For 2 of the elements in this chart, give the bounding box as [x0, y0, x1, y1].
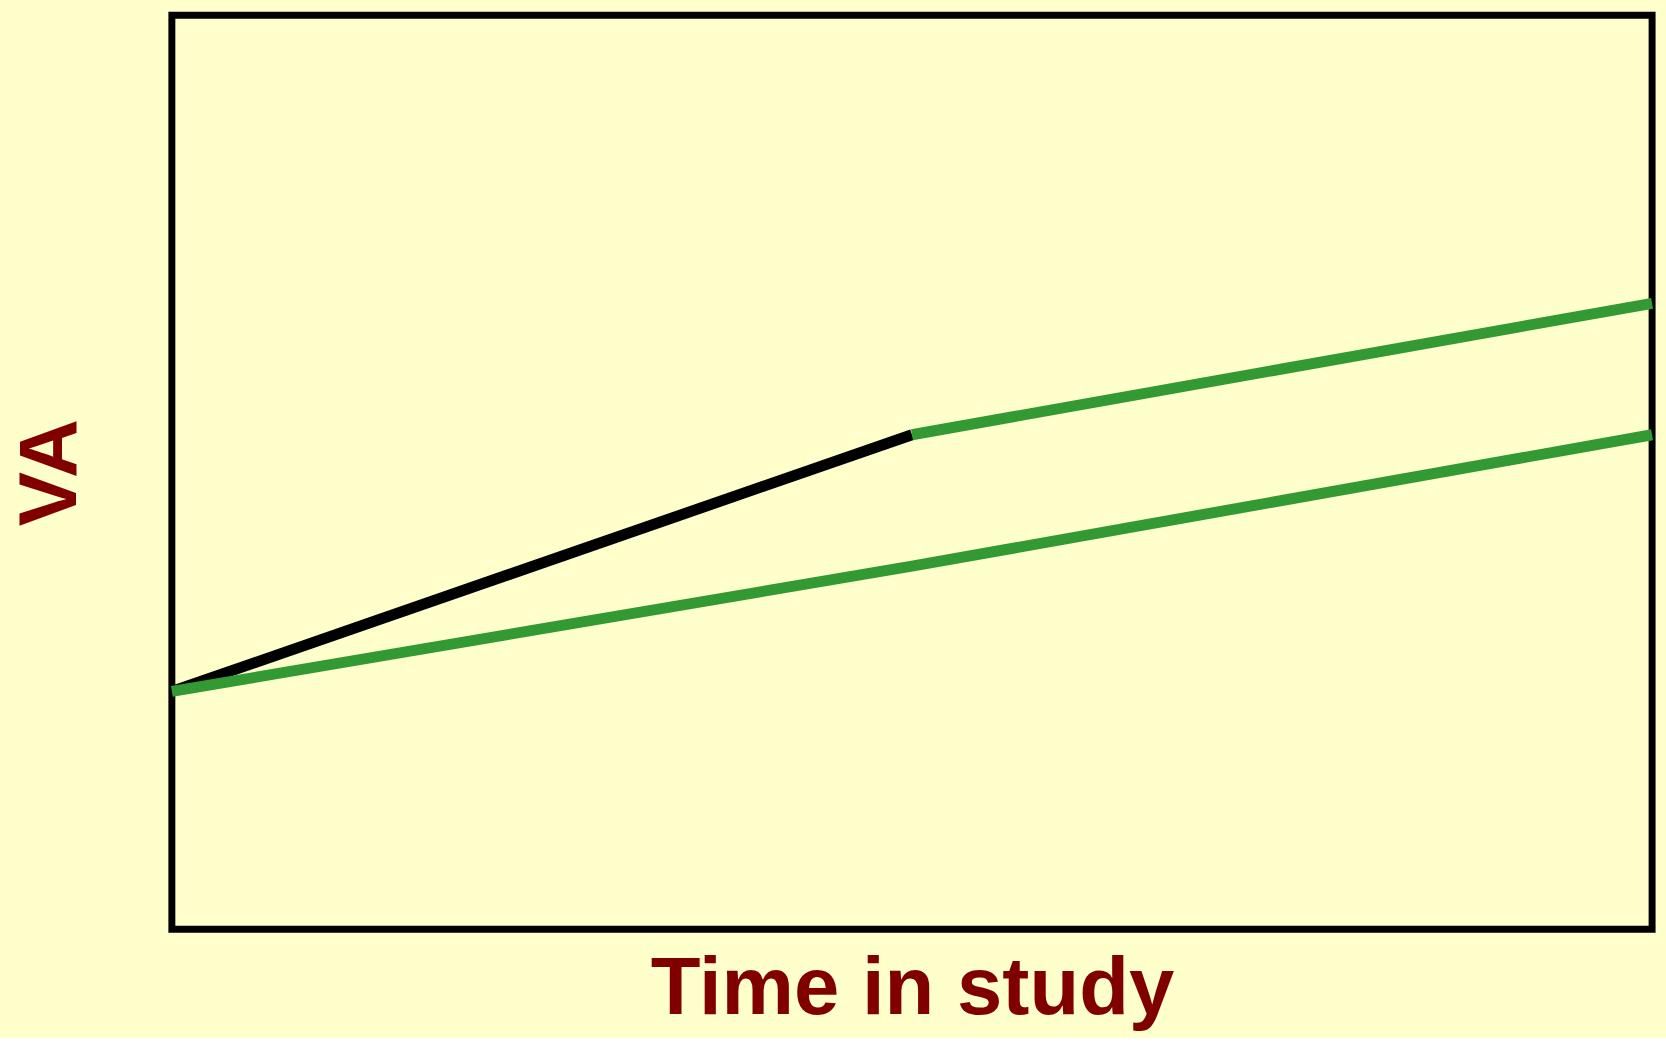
x-axis-title: Time in study: [650, 940, 1175, 1032]
y-axis-title: VA: [2, 419, 93, 527]
